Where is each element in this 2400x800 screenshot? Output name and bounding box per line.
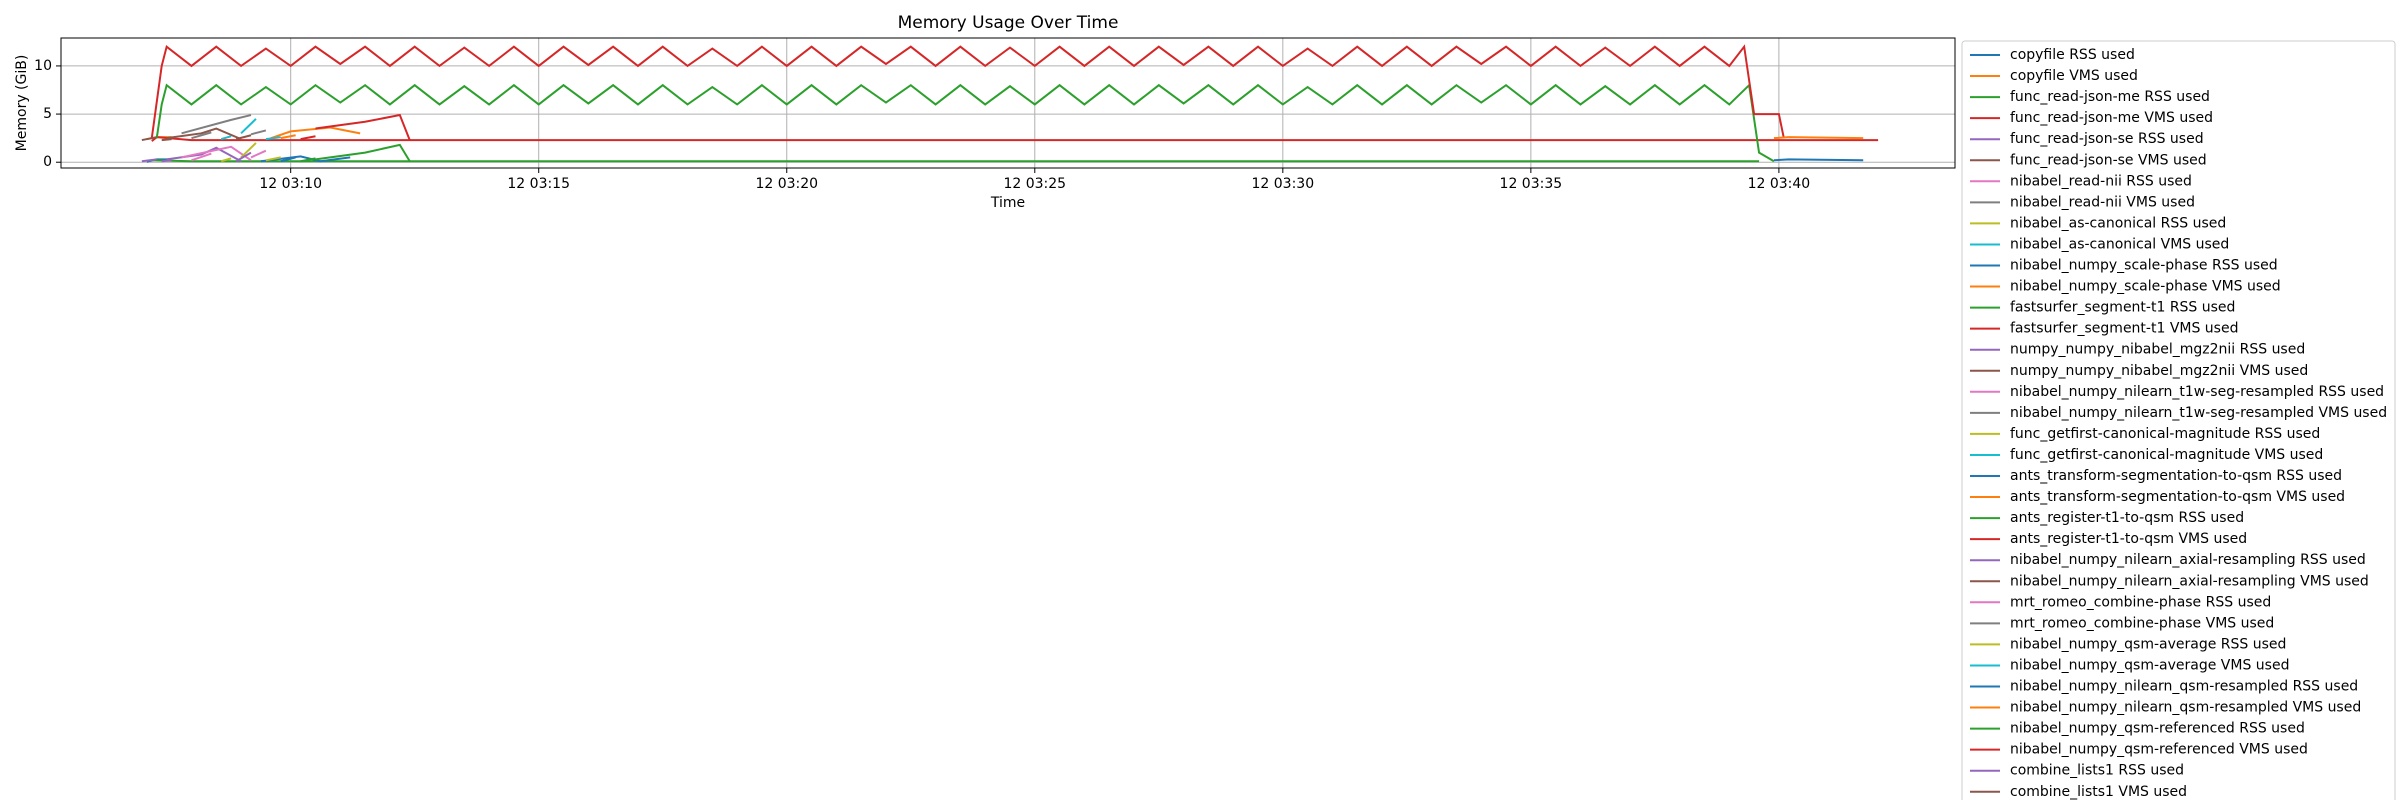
legend-label: nibabel_read-nii VMS used: [2010, 194, 2195, 210]
legend-label: func_getfirst-canonical-magnitude RSS us…: [2010, 426, 2320, 442]
series-line: [250, 129, 267, 136]
legend-label: nibabel_numpy_qsm-referenced RSS used: [2010, 721, 2305, 737]
x-tick-label: 12 03:25: [1003, 176, 1066, 192]
x-tick-label: 12 03:30: [1252, 176, 1315, 192]
legend-label: ants_transform-segmentation-to-qsm VMS u…: [2010, 489, 2345, 505]
legend: copyfile RSS used copyfile VMS used func_r…: [1961, 40, 2396, 800]
series-line: [141, 136, 157, 142]
legend-label: numpy_numpy_nibabel_mgz2nii VMS used: [2010, 363, 2308, 379]
legend-label: nibabel_numpy_nilearn_qsm-resampled RSS …: [2010, 679, 2358, 695]
legend-label: nibabel_as-canonical RSS used: [2010, 215, 2226, 231]
series-line: [235, 134, 252, 141]
axes-frame: [60, 37, 1956, 169]
series-line: [280, 134, 296, 140]
legend-label: nibabel_numpy_scale-phase RSS used: [2010, 258, 2278, 274]
legend-label: fastsurfer_segment-t1 RSS used: [2010, 300, 2235, 316]
x-axis-label: Time: [990, 195, 1025, 211]
series-line: [315, 143, 411, 162]
series-line: [181, 114, 252, 135]
x-tick-label: 12 03:20: [755, 176, 818, 192]
x-tick-label: 12 03:40: [1748, 176, 1811, 192]
series-line: [141, 158, 157, 163]
legend-label: nibabel_numpy_qsm-referenced VMS used: [2010, 742, 2308, 758]
series-line: [265, 136, 281, 141]
plot-lines: [141, 44, 1879, 163]
series-line: [161, 138, 172, 142]
x-tick-label: 12 03:35: [1500, 176, 1563, 192]
legend-label: combine_lists1 VMS used: [2010, 784, 2187, 800]
legend-label: combine_lists1 RSS used: [2010, 763, 2184, 779]
series-line: [240, 118, 257, 135]
series-line: [150, 44, 1785, 139]
legend-label: nibabel_numpy_nilearn_t1w-seg-resampled …: [2010, 405, 2387, 421]
series-line: [220, 157, 232, 163]
legend-label: nibabel_numpy_nilearn_axial-resampling V…: [2010, 573, 2369, 589]
legend-label: nibabel_numpy_scale-phase VMS used: [2010, 279, 2281, 295]
legend-label: func_read-json-me RSS used: [2010, 89, 2210, 105]
y-tick-label: 5: [43, 106, 52, 122]
series-line: [300, 135, 316, 141]
legend-frame: [1961, 40, 2396, 800]
legend-label: ants_register-t1-to-qsm VMS used: [2010, 531, 2247, 547]
legend-label: numpy_numpy_nibabel_mgz2nii RSS used: [2010, 342, 2305, 358]
series-line: [315, 113, 411, 141]
legend-label: func_read-json-se VMS used: [2010, 152, 2207, 168]
series-line: [166, 127, 242, 141]
legend-label: nibabel_numpy_nilearn_t1w-seg-resampled …: [2010, 384, 2384, 400]
grid: [61, 38, 1955, 168]
series-line: [151, 159, 1760, 163]
series-line: [265, 156, 281, 162]
legend-label: nibabel_numpy_nilearn_axial-resampling R…: [2010, 552, 2366, 568]
legend-label: fastsurfer_segment-t1 VMS used: [2010, 321, 2238, 337]
series-line: [191, 131, 212, 140]
series-line: [250, 149, 267, 159]
x-tick-label: 12 03:15: [507, 176, 570, 192]
legend-label: nibabel_numpy_qsm-average RSS used: [2010, 636, 2286, 652]
legend-label: func_read-json-se RSS used: [2010, 131, 2204, 147]
series-line: [240, 142, 257, 159]
legend-label: nibabel_read-nii RSS used: [2010, 173, 2192, 189]
legend-label: nibabel_as-canonical VMS used: [2010, 236, 2229, 252]
series-line: [270, 126, 361, 140]
series-line: [235, 151, 252, 163]
series-line: [280, 156, 296, 163]
legend-label: ants_transform-segmentation-to-qsm RSS u…: [2010, 468, 2342, 484]
series-line: [151, 136, 1879, 142]
series-line: [300, 157, 316, 163]
series-line: [155, 83, 1775, 163]
series-line: [220, 135, 232, 141]
legend-label: copyfile VMS used: [2010, 68, 2138, 84]
y-axis-label: Memory (GiB): [14, 55, 30, 152]
legend-label: copyfile RSS used: [2010, 47, 2135, 63]
legend-label: nibabel_numpy_nilearn_qsm-resampled VMS …: [2010, 700, 2361, 716]
legend-label: mrt_romeo_combine-phase VMS used: [2010, 615, 2274, 631]
chart-title: Memory Usage Over Time: [898, 13, 1119, 33]
legend-label: ants_register-t1-to-qsm RSS used: [2010, 510, 2244, 526]
series-line: [1773, 158, 1864, 162]
y-tick-label: 10: [34, 58, 52, 74]
legend-label: func_getfirst-canonical-magnitude VMS us…: [2010, 447, 2323, 463]
legend-label: func_read-json-me VMS used: [2010, 110, 2213, 126]
legend-label: mrt_romeo_combine-phase RSS used: [2010, 594, 2271, 610]
series-line: [161, 159, 172, 163]
series-line: [1773, 136, 1864, 140]
x-tick-label: 12 03:10: [259, 176, 322, 192]
series-line: [191, 152, 212, 162]
legend-label: nibabel_numpy_qsm-average VMS used: [2010, 657, 2289, 673]
y-tick-label: 0: [43, 154, 52, 170]
